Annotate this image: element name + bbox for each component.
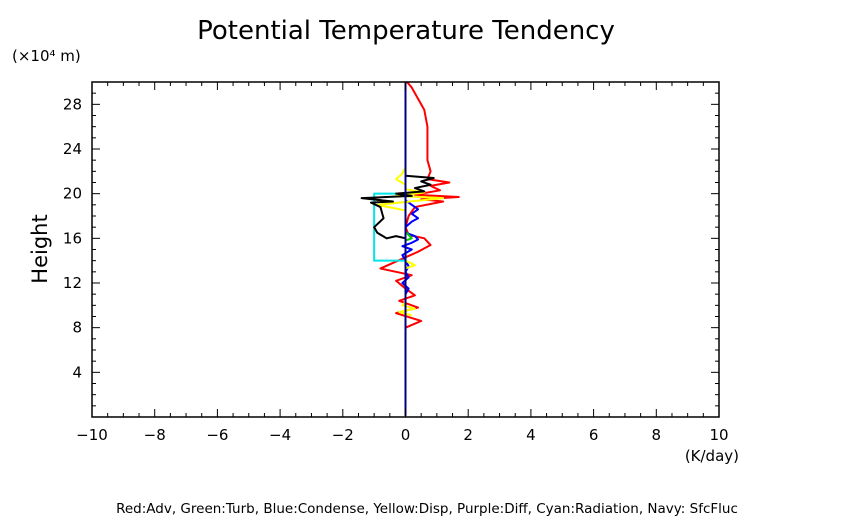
x-tick-label: −4 (269, 426, 291, 444)
series-line-turb (404, 230, 413, 242)
y-tick-label: 20 (63, 185, 82, 203)
y-tick-label: 16 (63, 229, 82, 247)
x-tick-label: −2 (332, 426, 354, 444)
x-tick-label: −6 (206, 426, 228, 444)
y-tick-label: 8 (72, 319, 82, 337)
series-line-diff (360, 174, 435, 240)
series-line-condense (401, 199, 420, 323)
y-tick-label: 28 (63, 95, 82, 113)
y-tick-label: 24 (63, 140, 82, 158)
x-tick-label: 4 (526, 426, 536, 444)
x-tick-label: 10 (709, 426, 728, 444)
x-tick-label: 8 (652, 426, 662, 444)
y-tick-label: 12 (63, 274, 82, 292)
x-tick-label: −8 (144, 426, 166, 444)
x-axis-label: (K/day) (685, 447, 739, 465)
y-axis-label: Height (28, 214, 52, 283)
y-tick-label: 4 (72, 363, 82, 381)
chart-title: Potential Temperature Tendency (197, 16, 615, 46)
x-tick-label: 6 (589, 426, 599, 444)
x-tick-label: 0 (401, 426, 411, 444)
x-tick-label: −10 (76, 426, 108, 444)
series-layer (360, 81, 460, 416)
y-unit-label: (×10⁴ m) (12, 47, 81, 65)
series-line-adv (379, 81, 460, 416)
legend-footer: Red:Adv, Green:Turb, Blue:Condense, Yell… (116, 501, 738, 517)
x-tick-label: 2 (463, 426, 473, 444)
